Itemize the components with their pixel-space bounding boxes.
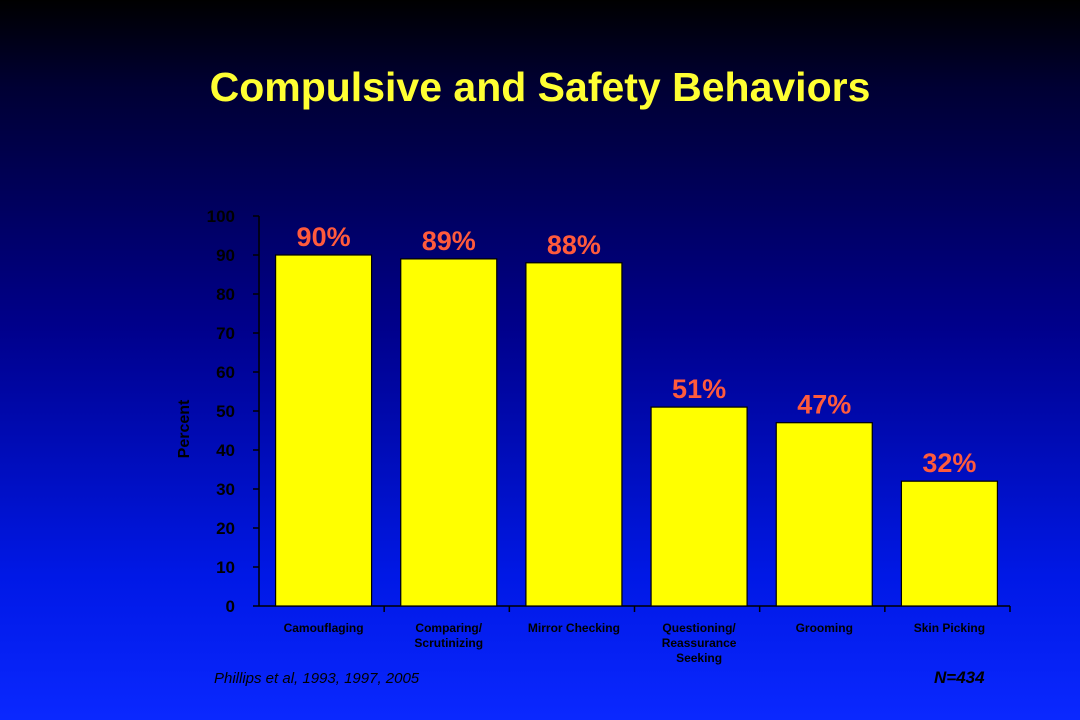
y-tick-label: 0: [226, 597, 235, 616]
y-tick-label: 100: [207, 207, 235, 226]
chart-data-labels: 90% 89% 88% 51% 47% 32%: [297, 222, 977, 478]
category-label: Camouflaging: [284, 621, 364, 635]
category-label: Questioning/Reassurance Seeking: [662, 621, 737, 665]
y-tick-label: 30: [216, 480, 235, 499]
y-tick-label: 80: [216, 285, 235, 304]
data-label: 32%: [922, 448, 976, 478]
y-tick-label: 40: [216, 441, 235, 460]
data-label: 88%: [547, 230, 601, 260]
sample-size-note: N=434: [934, 668, 985, 687]
data-label: 89%: [422, 226, 476, 256]
y-tick-label: 70: [216, 324, 235, 343]
y-tick-label: 50: [216, 402, 235, 421]
y-axis-title: Percent: [176, 399, 193, 458]
chart-category-labels: Camouflaging Comparing/Scrutinizing Mirror…: [284, 621, 986, 665]
source-citation: Phillips et al, 1993, 1997, 2005: [214, 670, 420, 687]
data-label: 51%: [672, 374, 726, 404]
category-label: Comparing/Scrutinizing: [414, 621, 483, 650]
data-label: 90%: [297, 222, 351, 252]
chart-title: Compulsive and Safety Behaviors: [209, 64, 871, 110]
y-tick-label: 90: [216, 246, 235, 265]
data-label: 47%: [797, 390, 851, 420]
y-tick-label: 10: [216, 558, 235, 577]
chart-bars: [274, 254, 999, 607]
bar: [775, 422, 873, 607]
bar: [650, 406, 748, 607]
y-tick-label: 60: [216, 363, 235, 382]
bar: [400, 258, 498, 607]
category-label: Skin Picking: [914, 621, 985, 635]
y-tick-label: 20: [216, 519, 235, 538]
bar: [900, 480, 999, 607]
bar: [274, 254, 373, 607]
chart-axes: 0 10 20 30 40 50 60 70 80 90 100: [207, 207, 1011, 616]
category-label: Grooming: [796, 621, 853, 635]
category-label: Mirror Checking: [528, 621, 620, 635]
bar: [525, 262, 623, 607]
